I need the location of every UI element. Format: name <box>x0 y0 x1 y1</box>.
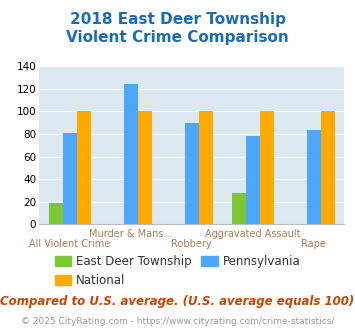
Bar <box>124 84 138 224</box>
Bar <box>77 111 91 224</box>
Bar <box>246 136 260 224</box>
Text: Robbery: Robbery <box>171 239 212 249</box>
Bar <box>185 122 199 224</box>
Bar <box>49 203 62 224</box>
Bar <box>138 111 152 224</box>
Text: Rape: Rape <box>301 239 326 249</box>
Text: Aggravated Assault: Aggravated Assault <box>205 229 301 239</box>
Text: © 2025 CityRating.com - https://www.cityrating.com/crime-statistics/: © 2025 CityRating.com - https://www.city… <box>21 317 334 326</box>
Bar <box>62 133 77 224</box>
Text: 2018 East Deer Township
Violent Crime Comparison: 2018 East Deer Township Violent Crime Co… <box>66 12 289 45</box>
Bar <box>232 193 246 224</box>
Legend: East Deer Township, National, Pennsylvania: East Deer Township, National, Pennsylvan… <box>55 255 300 287</box>
Text: All Violent Crime: All Violent Crime <box>29 239 110 249</box>
Bar <box>260 111 274 224</box>
Text: Murder & Mans...: Murder & Mans... <box>89 229 173 239</box>
Bar <box>199 111 213 224</box>
Text: Compared to U.S. average. (U.S. average equals 100): Compared to U.S. average. (U.S. average … <box>0 295 355 309</box>
Bar <box>321 111 335 224</box>
Bar <box>307 130 321 224</box>
